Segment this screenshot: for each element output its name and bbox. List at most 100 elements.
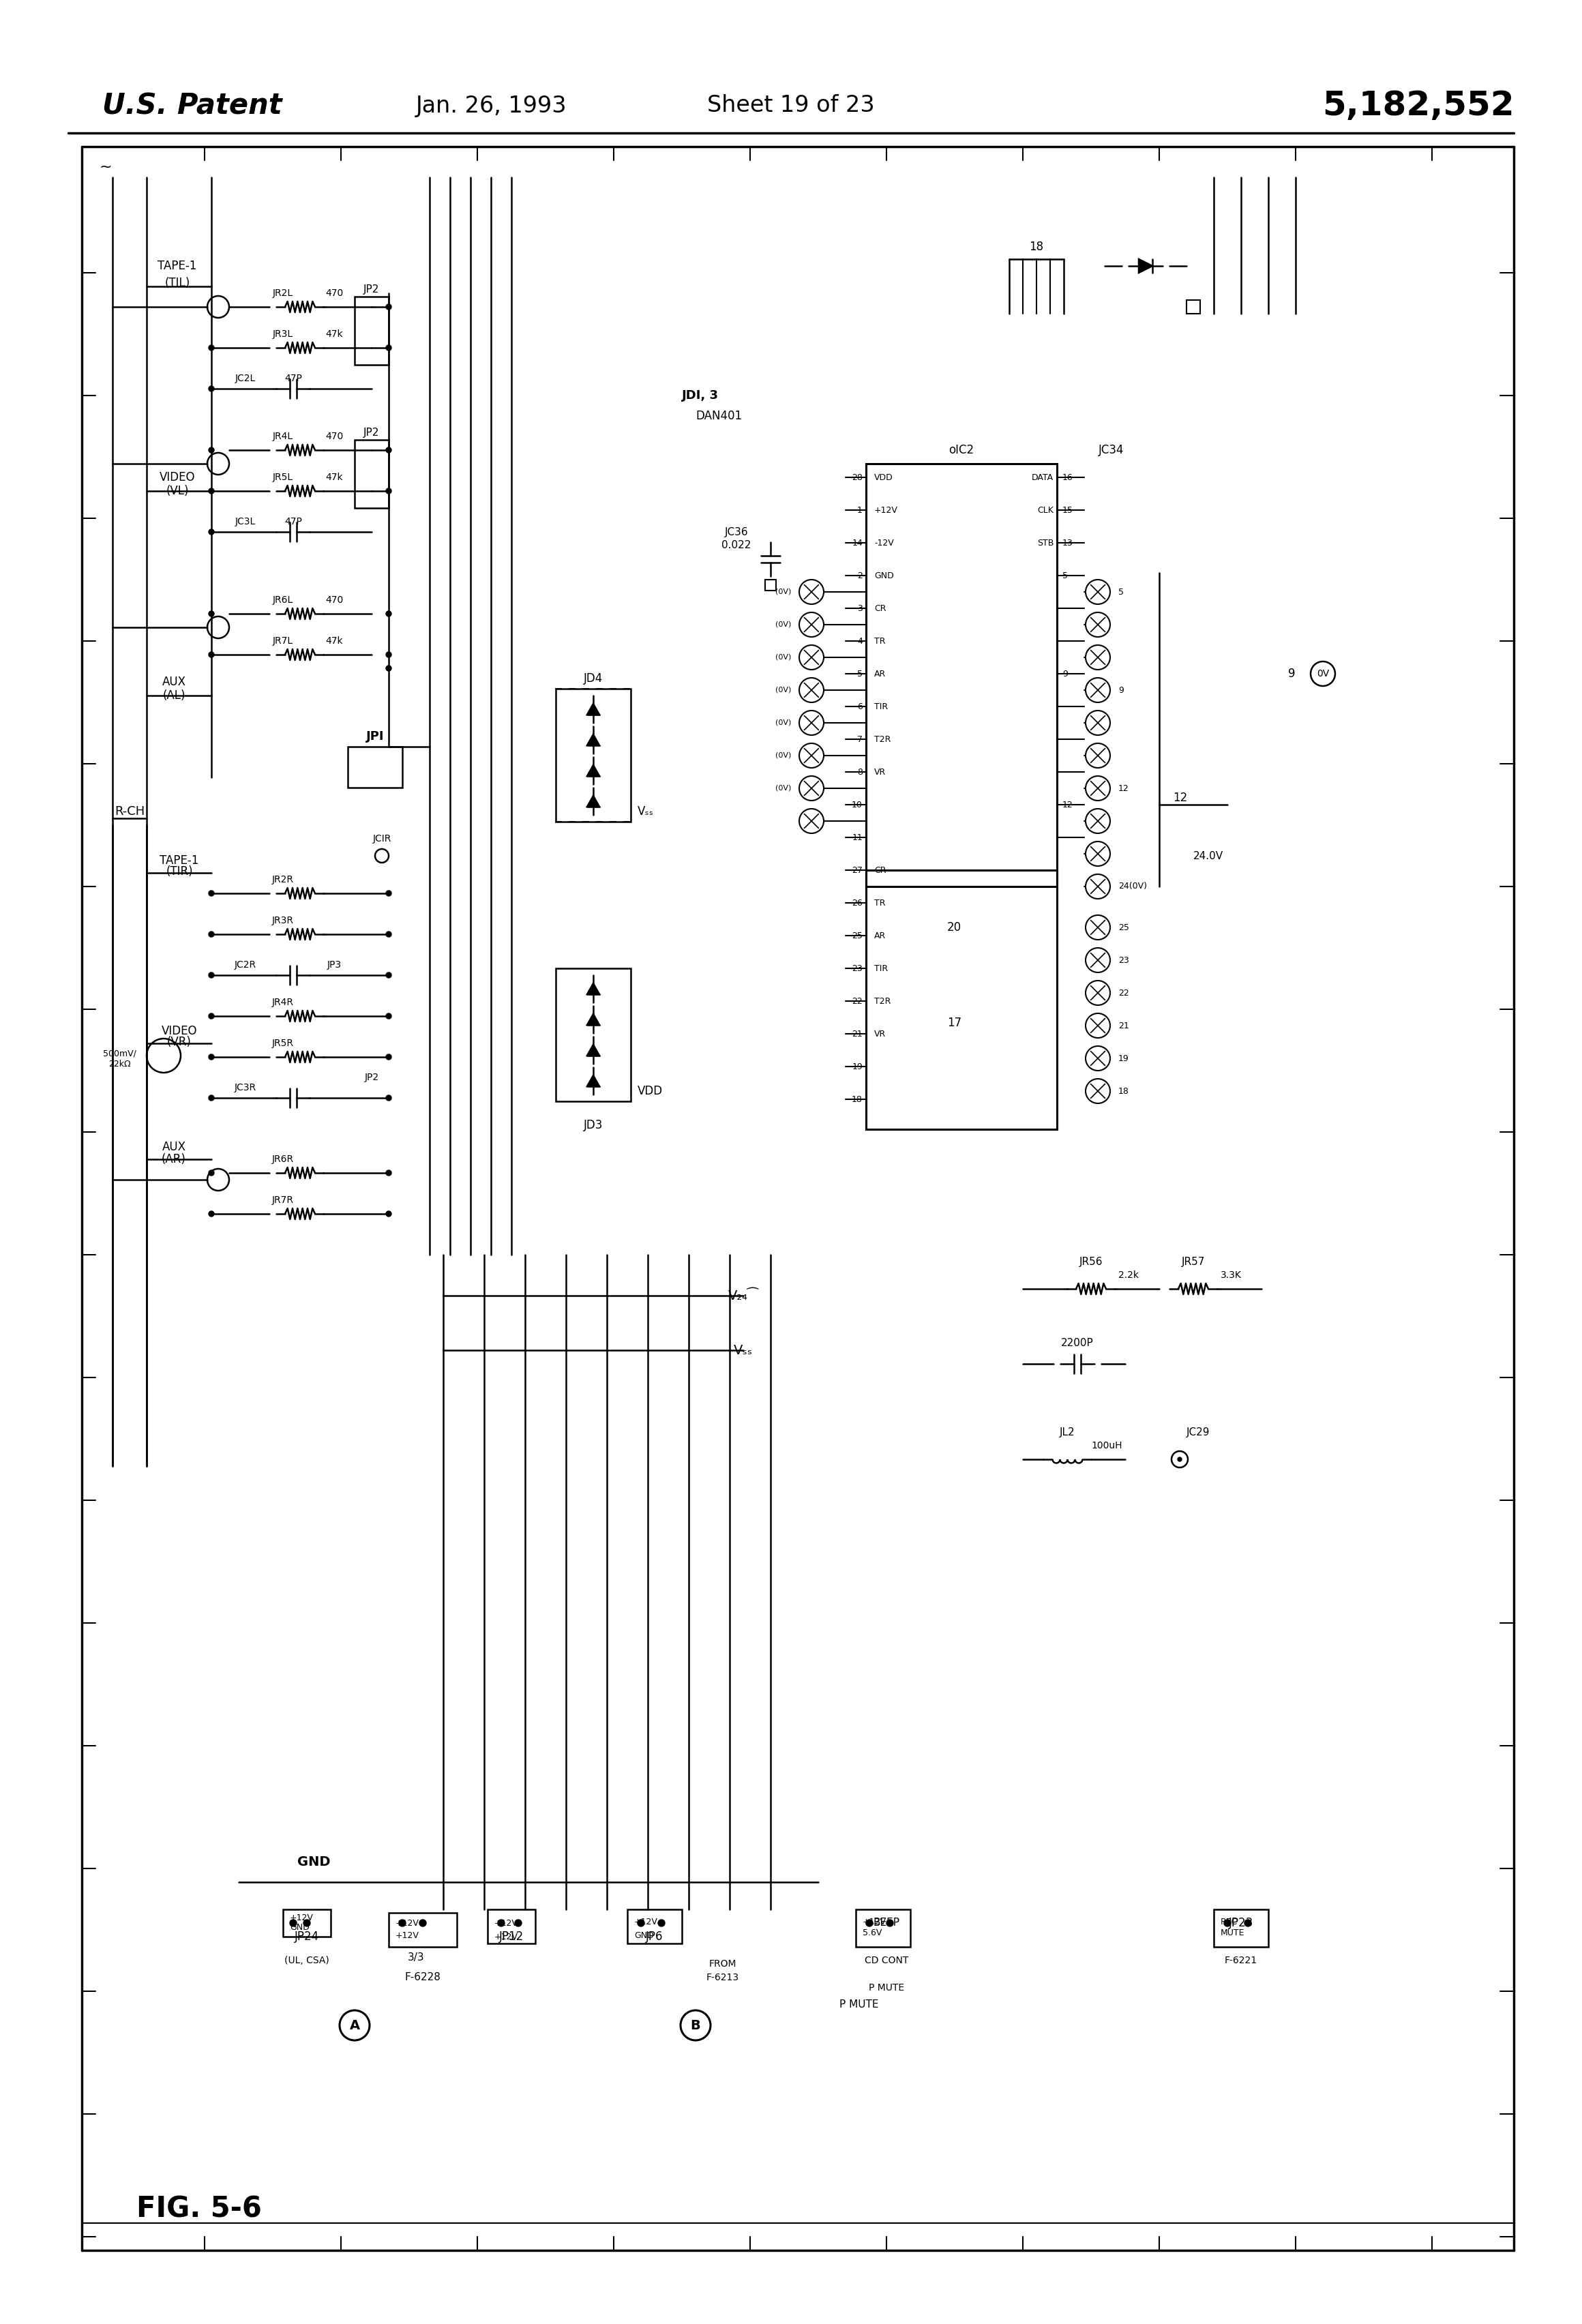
Text: 0V: 0V — [1316, 669, 1329, 679]
Bar — [766, 579, 777, 590]
Text: 5,182,552: 5,182,552 — [1323, 88, 1514, 123]
Text: 13: 13 — [1063, 539, 1073, 546]
Circle shape — [1245, 1920, 1251, 1927]
Circle shape — [386, 1171, 391, 1176]
Text: 2200P: 2200P — [1062, 1339, 1093, 1348]
Text: JP23: JP23 — [1229, 1917, 1253, 1929]
Text: 14: 14 — [851, 539, 862, 546]
Circle shape — [799, 611, 824, 637]
Text: (AR): (AR) — [161, 1153, 187, 1164]
Circle shape — [799, 776, 824, 799]
Circle shape — [209, 1095, 214, 1102]
Text: 25: 25 — [1118, 923, 1130, 932]
Text: JC29: JC29 — [1186, 1427, 1210, 1436]
Text: 4: 4 — [857, 637, 862, 646]
Circle shape — [304, 1920, 310, 1927]
Text: JP6: JP6 — [645, 1931, 663, 1943]
Text: 10: 10 — [851, 799, 862, 809]
Bar — [1186, 300, 1201, 314]
Text: Sheet 19 of 23: Sheet 19 of 23 — [707, 95, 875, 116]
Text: Vₛₛ: Vₛₛ — [734, 1343, 753, 1357]
Text: JR2L: JR2L — [272, 288, 293, 297]
Bar — [865, 869, 1057, 1129]
Text: 12: 12 — [1118, 783, 1130, 792]
Circle shape — [209, 653, 214, 658]
Text: 1: 1 — [857, 507, 862, 514]
Text: 23: 23 — [1118, 955, 1130, 964]
Polygon shape — [587, 765, 600, 776]
Text: 2.2k: 2.2k — [1118, 1271, 1139, 1281]
Text: 23: 23 — [851, 964, 862, 974]
Text: JR7L: JR7L — [272, 637, 293, 646]
Text: VDD: VDD — [638, 1085, 663, 1097]
Circle shape — [1085, 711, 1111, 734]
Bar — [389, 1913, 457, 1948]
Text: 9: 9 — [1288, 667, 1296, 681]
Text: ~: ~ — [100, 160, 112, 174]
Text: JP2: JP2 — [364, 428, 380, 439]
Circle shape — [1085, 776, 1111, 799]
Text: TIR: TIR — [875, 964, 888, 974]
Polygon shape — [587, 734, 600, 746]
Text: (0V): (0V) — [775, 786, 791, 792]
Circle shape — [514, 1920, 522, 1927]
Text: GND: GND — [290, 1924, 310, 1931]
Text: CR: CR — [875, 867, 886, 874]
Polygon shape — [587, 795, 600, 806]
Text: 3.3K: 3.3K — [1221, 1271, 1242, 1281]
Text: 47k: 47k — [326, 637, 343, 646]
Circle shape — [207, 453, 229, 474]
Text: JR57: JR57 — [1182, 1257, 1205, 1267]
Text: 47k: 47k — [326, 472, 343, 481]
Text: T2R: T2R — [875, 734, 891, 744]
Circle shape — [1085, 916, 1111, 939]
Text: U.S. Patent: U.S. Patent — [103, 91, 282, 121]
Text: 9: 9 — [1063, 669, 1068, 679]
Circle shape — [1085, 1046, 1111, 1071]
Circle shape — [209, 1013, 214, 1018]
Text: (0V): (0V) — [775, 653, 791, 660]
Text: 28: 28 — [851, 472, 862, 481]
Circle shape — [1085, 679, 1111, 702]
Text: 24(0V): 24(0V) — [1118, 883, 1147, 890]
Circle shape — [1177, 1457, 1182, 1462]
Circle shape — [1085, 646, 1111, 669]
Text: TR: TR — [875, 637, 886, 646]
Circle shape — [375, 848, 389, 862]
Circle shape — [1310, 662, 1335, 686]
Text: B: B — [690, 2020, 701, 2031]
Text: 5: 5 — [1118, 588, 1123, 597]
Text: JR4L: JR4L — [272, 432, 293, 442]
Bar — [628, 1910, 682, 1943]
Circle shape — [1085, 981, 1111, 1006]
Text: TAPE-1: TAPE-1 — [158, 260, 196, 272]
Text: CD CONT: CD CONT — [864, 1957, 908, 1966]
Text: JDI, 3: JDI, 3 — [682, 390, 718, 402]
Text: (TIL): (TIL) — [165, 277, 190, 288]
Text: AR: AR — [875, 669, 886, 679]
Text: 19: 19 — [851, 1062, 862, 1071]
Text: V₂₄⁀: V₂₄⁀ — [728, 1290, 758, 1301]
Bar — [865, 465, 1057, 885]
Text: VR: VR — [875, 767, 886, 776]
Text: 18: 18 — [1118, 1088, 1130, 1095]
Circle shape — [386, 446, 391, 453]
Bar — [487, 1910, 535, 1943]
Bar — [348, 746, 402, 788]
Polygon shape — [587, 704, 600, 716]
Circle shape — [799, 809, 824, 834]
Bar — [555, 688, 631, 823]
Circle shape — [886, 1920, 894, 1927]
Text: +12V: +12V — [875, 507, 899, 514]
Circle shape — [386, 971, 391, 978]
Text: 47k: 47k — [326, 330, 343, 339]
Circle shape — [386, 1211, 391, 1215]
Text: DATA: DATA — [1031, 472, 1054, 481]
Circle shape — [399, 1920, 405, 1927]
Text: JR6R: JR6R — [272, 1155, 294, 1164]
Text: REC: REC — [1221, 1917, 1237, 1927]
Text: JL2: JL2 — [1060, 1427, 1074, 1436]
Bar — [1213, 1910, 1269, 1948]
Text: 8: 8 — [857, 767, 862, 776]
Text: JP3: JP3 — [327, 960, 342, 969]
